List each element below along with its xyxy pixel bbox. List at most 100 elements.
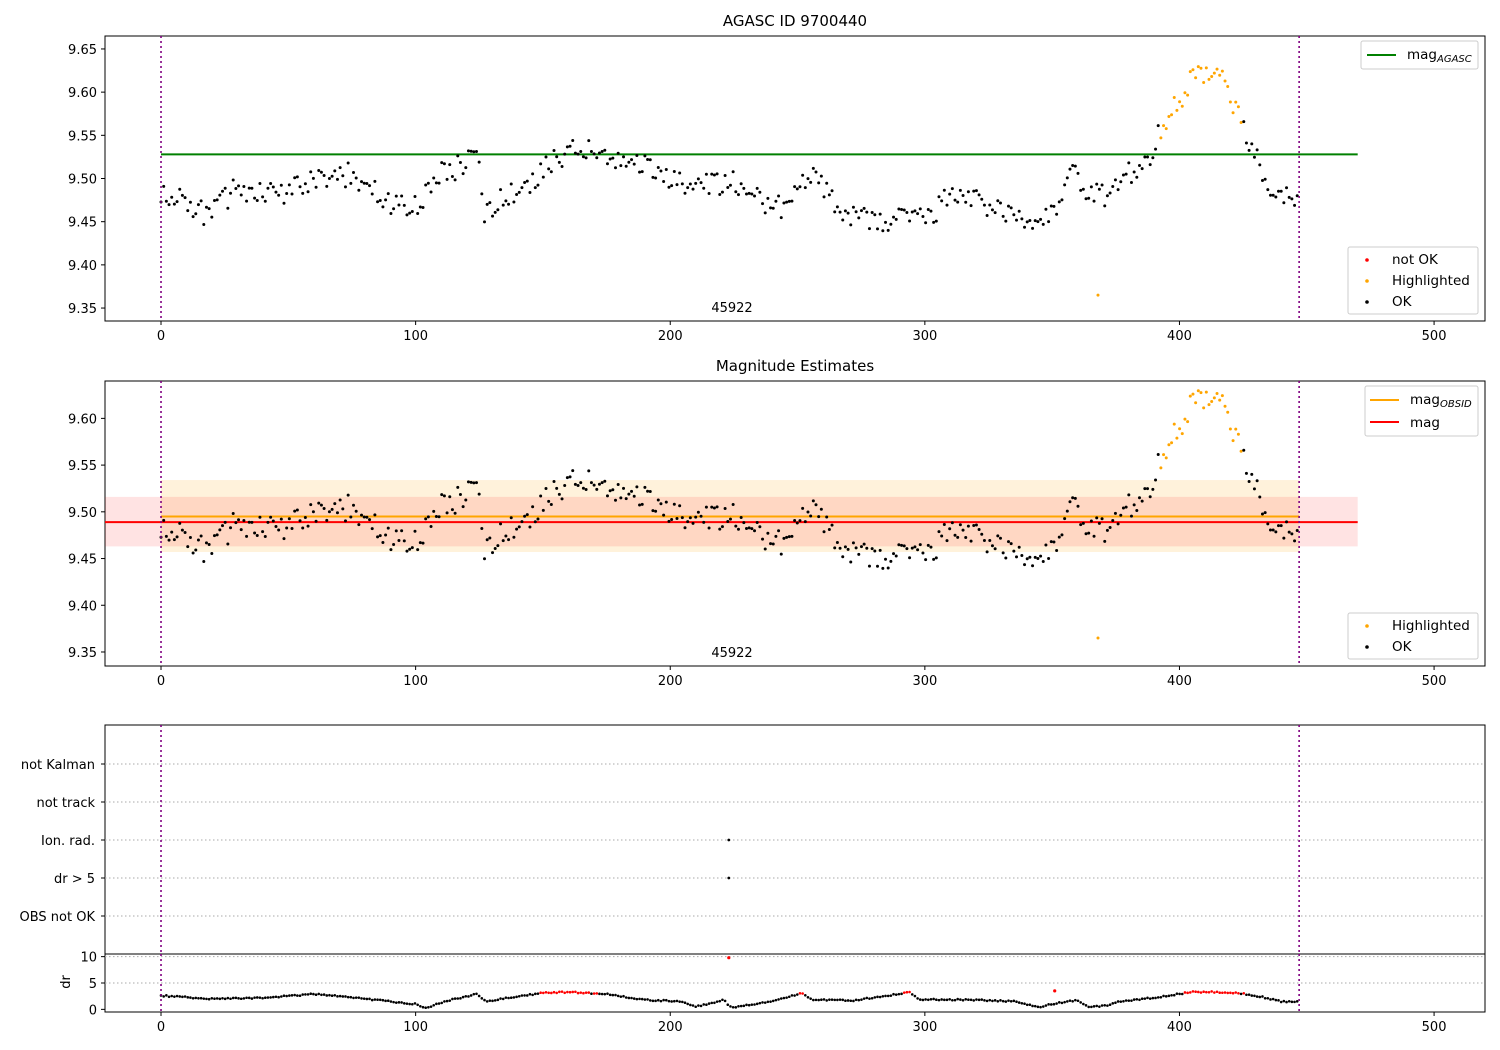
ok-point: [298, 185, 302, 189]
ok-point: [857, 216, 861, 220]
dr-point: [1060, 1001, 1064, 1005]
ok-point: [555, 155, 559, 159]
ok-point: [378, 534, 382, 538]
ok-point: [763, 547, 767, 551]
dr-point: [1223, 991, 1227, 994]
dr-point: [897, 992, 901, 996]
ok-point: [1113, 511, 1117, 515]
highlighted-point: [1172, 422, 1176, 426]
ok-point: [900, 543, 904, 547]
dr-point: [969, 998, 973, 1002]
ok-point: [969, 204, 973, 208]
dr-point: [432, 1003, 436, 1007]
y-tick-label: 9.45: [68, 216, 97, 231]
dr-point: [683, 1001, 687, 1005]
dr-point: [948, 998, 951, 1001]
dr-point: [980, 998, 984, 1001]
ok-point: [581, 155, 585, 159]
ok-point: [445, 511, 449, 515]
ok-point: [916, 212, 920, 216]
highlighted-point: [1220, 69, 1224, 73]
dr-point: [280, 995, 283, 998]
dr-point: [1068, 999, 1072, 1002]
ok-point: [980, 197, 984, 201]
dr-point: [945, 998, 949, 1002]
dr-point: [1269, 998, 1272, 1001]
ok-point: [199, 534, 203, 538]
ok-point: [699, 181, 703, 185]
ok-point: [1097, 521, 1101, 525]
ok-point: [311, 510, 315, 514]
dr-point: [910, 993, 914, 996]
ok-point: [795, 521, 799, 525]
highlighted-point: [1231, 111, 1235, 115]
dr-point: [1111, 1002, 1115, 1005]
ok-point: [1033, 219, 1037, 223]
dr-point: [354, 996, 358, 999]
ok-point: [1020, 217, 1024, 221]
y-tick-label: 9.55: [68, 459, 97, 474]
ok-point: [859, 209, 863, 213]
ok-point: [376, 200, 380, 204]
ok-point: [520, 520, 524, 524]
dr-point: [1124, 999, 1128, 1002]
highlighted-point: [1236, 432, 1240, 436]
dr-point: [747, 1003, 751, 1007]
ok-point: [950, 521, 954, 525]
dr-point: [918, 998, 922, 1001]
dr-point: [419, 1004, 422, 1008]
ok-point: [1129, 181, 1133, 185]
ok-point: [1277, 524, 1281, 528]
dr-point: [1033, 1004, 1037, 1008]
ok-point: [469, 480, 473, 484]
ok-point: [940, 199, 944, 203]
dr-point: [681, 1000, 684, 1004]
ok-point: [525, 513, 529, 517]
dr-point: [774, 998, 778, 1002]
dr-point: [606, 992, 609, 995]
ok-point: [245, 199, 249, 203]
ok-point: [1285, 186, 1289, 190]
dr-point: [766, 1000, 770, 1004]
x-tick-label: 0: [157, 329, 165, 344]
dr-point: [576, 991, 580, 995]
ok-point: [1004, 219, 1008, 223]
ok-point: [549, 503, 553, 507]
ok-point: [1052, 204, 1056, 208]
ok-point: [801, 506, 805, 510]
highlighted-point: [1234, 100, 1238, 104]
ok-point: [1041, 559, 1045, 563]
ok-point: [1121, 173, 1125, 177]
flag-label-obs-not-ok: OBS not OK: [20, 910, 96, 925]
ok-point: [747, 526, 751, 530]
ok-point: [472, 150, 476, 154]
ok-point: [523, 514, 527, 518]
dr-point: [616, 994, 620, 998]
ok-point: [1004, 556, 1008, 560]
ok-point: [1049, 204, 1053, 208]
dr-point: [405, 1002, 409, 1005]
y-tick-label: 9.40: [68, 259, 97, 274]
ok-point: [819, 507, 823, 511]
ok-point: [416, 548, 420, 552]
ok-point: [1049, 540, 1053, 544]
dr-point: [496, 998, 500, 1002]
ok-point: [405, 213, 409, 217]
dr-point: [1087, 1005, 1090, 1009]
ok-point: [365, 181, 369, 185]
ok-point: [811, 166, 815, 170]
highlighted-point: [1170, 113, 1174, 117]
ok-point: [338, 166, 342, 170]
dr-point: [889, 994, 893, 997]
ok-point: [750, 192, 754, 196]
dr-point: [1130, 999, 1133, 1002]
dr-point: [943, 998, 946, 1002]
dr-point: [787, 995, 791, 999]
ok-point: [301, 526, 305, 530]
highlighted-point: [1183, 417, 1187, 421]
x-tick-label: 100: [403, 329, 428, 344]
ok-point: [485, 202, 489, 206]
dr-point: [745, 1003, 748, 1007]
ok-point: [1146, 155, 1150, 159]
y-tick-label: 9.40: [68, 599, 97, 614]
